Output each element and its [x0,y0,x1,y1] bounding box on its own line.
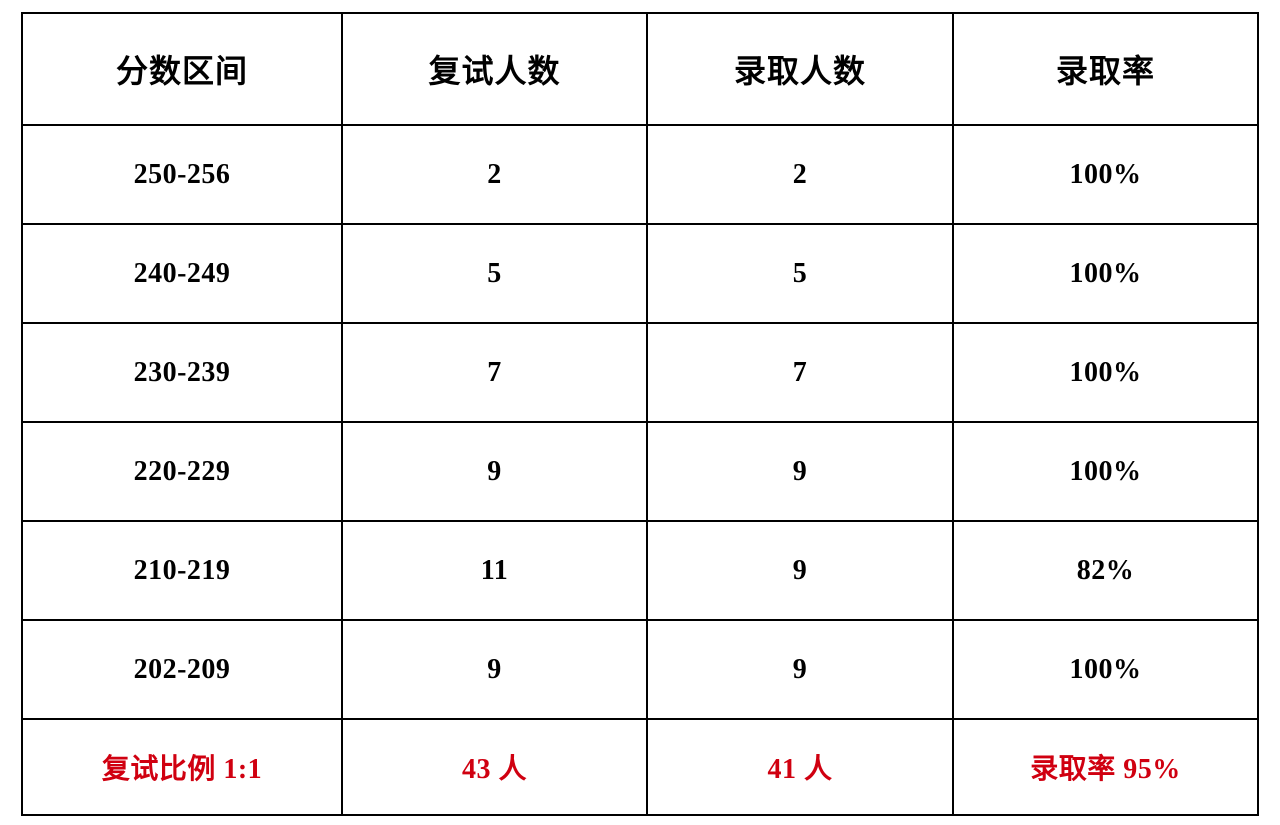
cell-interview-count: 11 [342,521,647,620]
cell-score-range: 240-249 [22,224,342,323]
admissions-table: 分数区间 复试人数 录取人数 录取率 250-256 2 2 100% 240-… [21,12,1259,816]
cell-score-range: 202-209 [22,620,342,719]
cell-admission-rate: 100% [953,323,1258,422]
cell-interview-count: 7 [342,323,647,422]
cell-admitted-count: 9 [647,521,953,620]
cell-admission-rate: 100% [953,620,1258,719]
header-admitted-count: 录取人数 [647,13,953,125]
table-header-row: 分数区间 复试人数 录取人数 录取率 [22,13,1258,125]
table-summary-row: 复试比例 1:1 43 人 41 人 录取率 95% [22,719,1258,815]
summary-interview-total: 43 人 [342,719,647,815]
header-score-range: 分数区间 [22,13,342,125]
cell-score-range: 220-229 [22,422,342,521]
cell-admitted-count: 5 [647,224,953,323]
cell-interview-count: 9 [342,422,647,521]
table-row: 250-256 2 2 100% [22,125,1258,224]
cell-admission-rate: 100% [953,125,1258,224]
cell-interview-count: 9 [342,620,647,719]
table-row: 230-239 7 7 100% [22,323,1258,422]
cell-admitted-count: 2 [647,125,953,224]
cell-score-range: 210-219 [22,521,342,620]
cell-admission-rate: 100% [953,224,1258,323]
summary-admission-rate: 录取率 95% [953,719,1258,815]
header-admission-rate: 录取率 [953,13,1258,125]
table-row: 220-229 9 9 100% [22,422,1258,521]
cell-interview-count: 2 [342,125,647,224]
cell-score-range: 250-256 [22,125,342,224]
cell-admission-rate: 100% [953,422,1258,521]
table-row: 240-249 5 5 100% [22,224,1258,323]
cell-admitted-count: 7 [647,323,953,422]
cell-admission-rate: 82% [953,521,1258,620]
summary-admitted-total: 41 人 [647,719,953,815]
summary-ratio: 复试比例 1:1 [22,719,342,815]
table-row: 210-219 11 9 82% [22,521,1258,620]
cell-interview-count: 5 [342,224,647,323]
cell-admitted-count: 9 [647,422,953,521]
cell-admitted-count: 9 [647,620,953,719]
table-row: 202-209 9 9 100% [22,620,1258,719]
cell-score-range: 230-239 [22,323,342,422]
header-interview-count: 复试人数 [342,13,647,125]
